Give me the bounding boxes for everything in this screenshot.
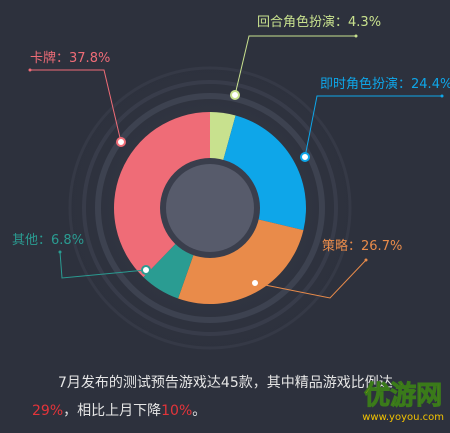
center-disc xyxy=(166,164,254,252)
leader-line xyxy=(254,259,367,299)
leader-end xyxy=(364,258,368,262)
data-label: 策略：26.7% xyxy=(322,238,402,254)
leader-dot xyxy=(300,152,310,162)
ring xyxy=(82,80,338,336)
leader-dot xyxy=(230,90,240,100)
leader-line xyxy=(304,95,442,158)
value-label: ：26.7% xyxy=(348,239,402,254)
value-label: ：4.3% xyxy=(335,15,381,30)
leader-end xyxy=(28,68,32,72)
leader-end xyxy=(58,250,62,254)
leader-end xyxy=(354,34,358,38)
leader-dot xyxy=(116,137,126,147)
value-label: ：37.8% xyxy=(56,51,110,66)
category-name: 卡牌 xyxy=(30,50,56,66)
value-label: ：24.4% xyxy=(398,77,450,92)
category-name: 回合角色扮演 xyxy=(257,14,335,30)
data-label: 回合角色扮演：4.3% xyxy=(257,14,381,30)
category-name: 策略 xyxy=(322,238,348,254)
leader-dot xyxy=(141,265,151,275)
leader-line xyxy=(30,69,122,143)
leader-end xyxy=(440,94,444,98)
category-name: 其他 xyxy=(12,233,38,248)
leader-dot xyxy=(250,278,260,288)
category-name: 即时角色扮演 xyxy=(320,76,398,92)
ring xyxy=(95,93,325,323)
data-label: 即时角色扮演：24.4% xyxy=(320,76,450,92)
data-label: 卡牌：37.8% xyxy=(30,50,110,66)
leader-line xyxy=(234,35,356,96)
data-label: 其他：6.8% xyxy=(12,233,84,248)
value-label: ：6.8% xyxy=(38,233,84,248)
leader-line xyxy=(59,251,147,279)
ring xyxy=(68,66,352,350)
labels: 回合角色扮演：4.3% 即时角色扮演：24.4% 策略：26.7% 其他：6.8% 卡牌… xyxy=(12,14,450,299)
